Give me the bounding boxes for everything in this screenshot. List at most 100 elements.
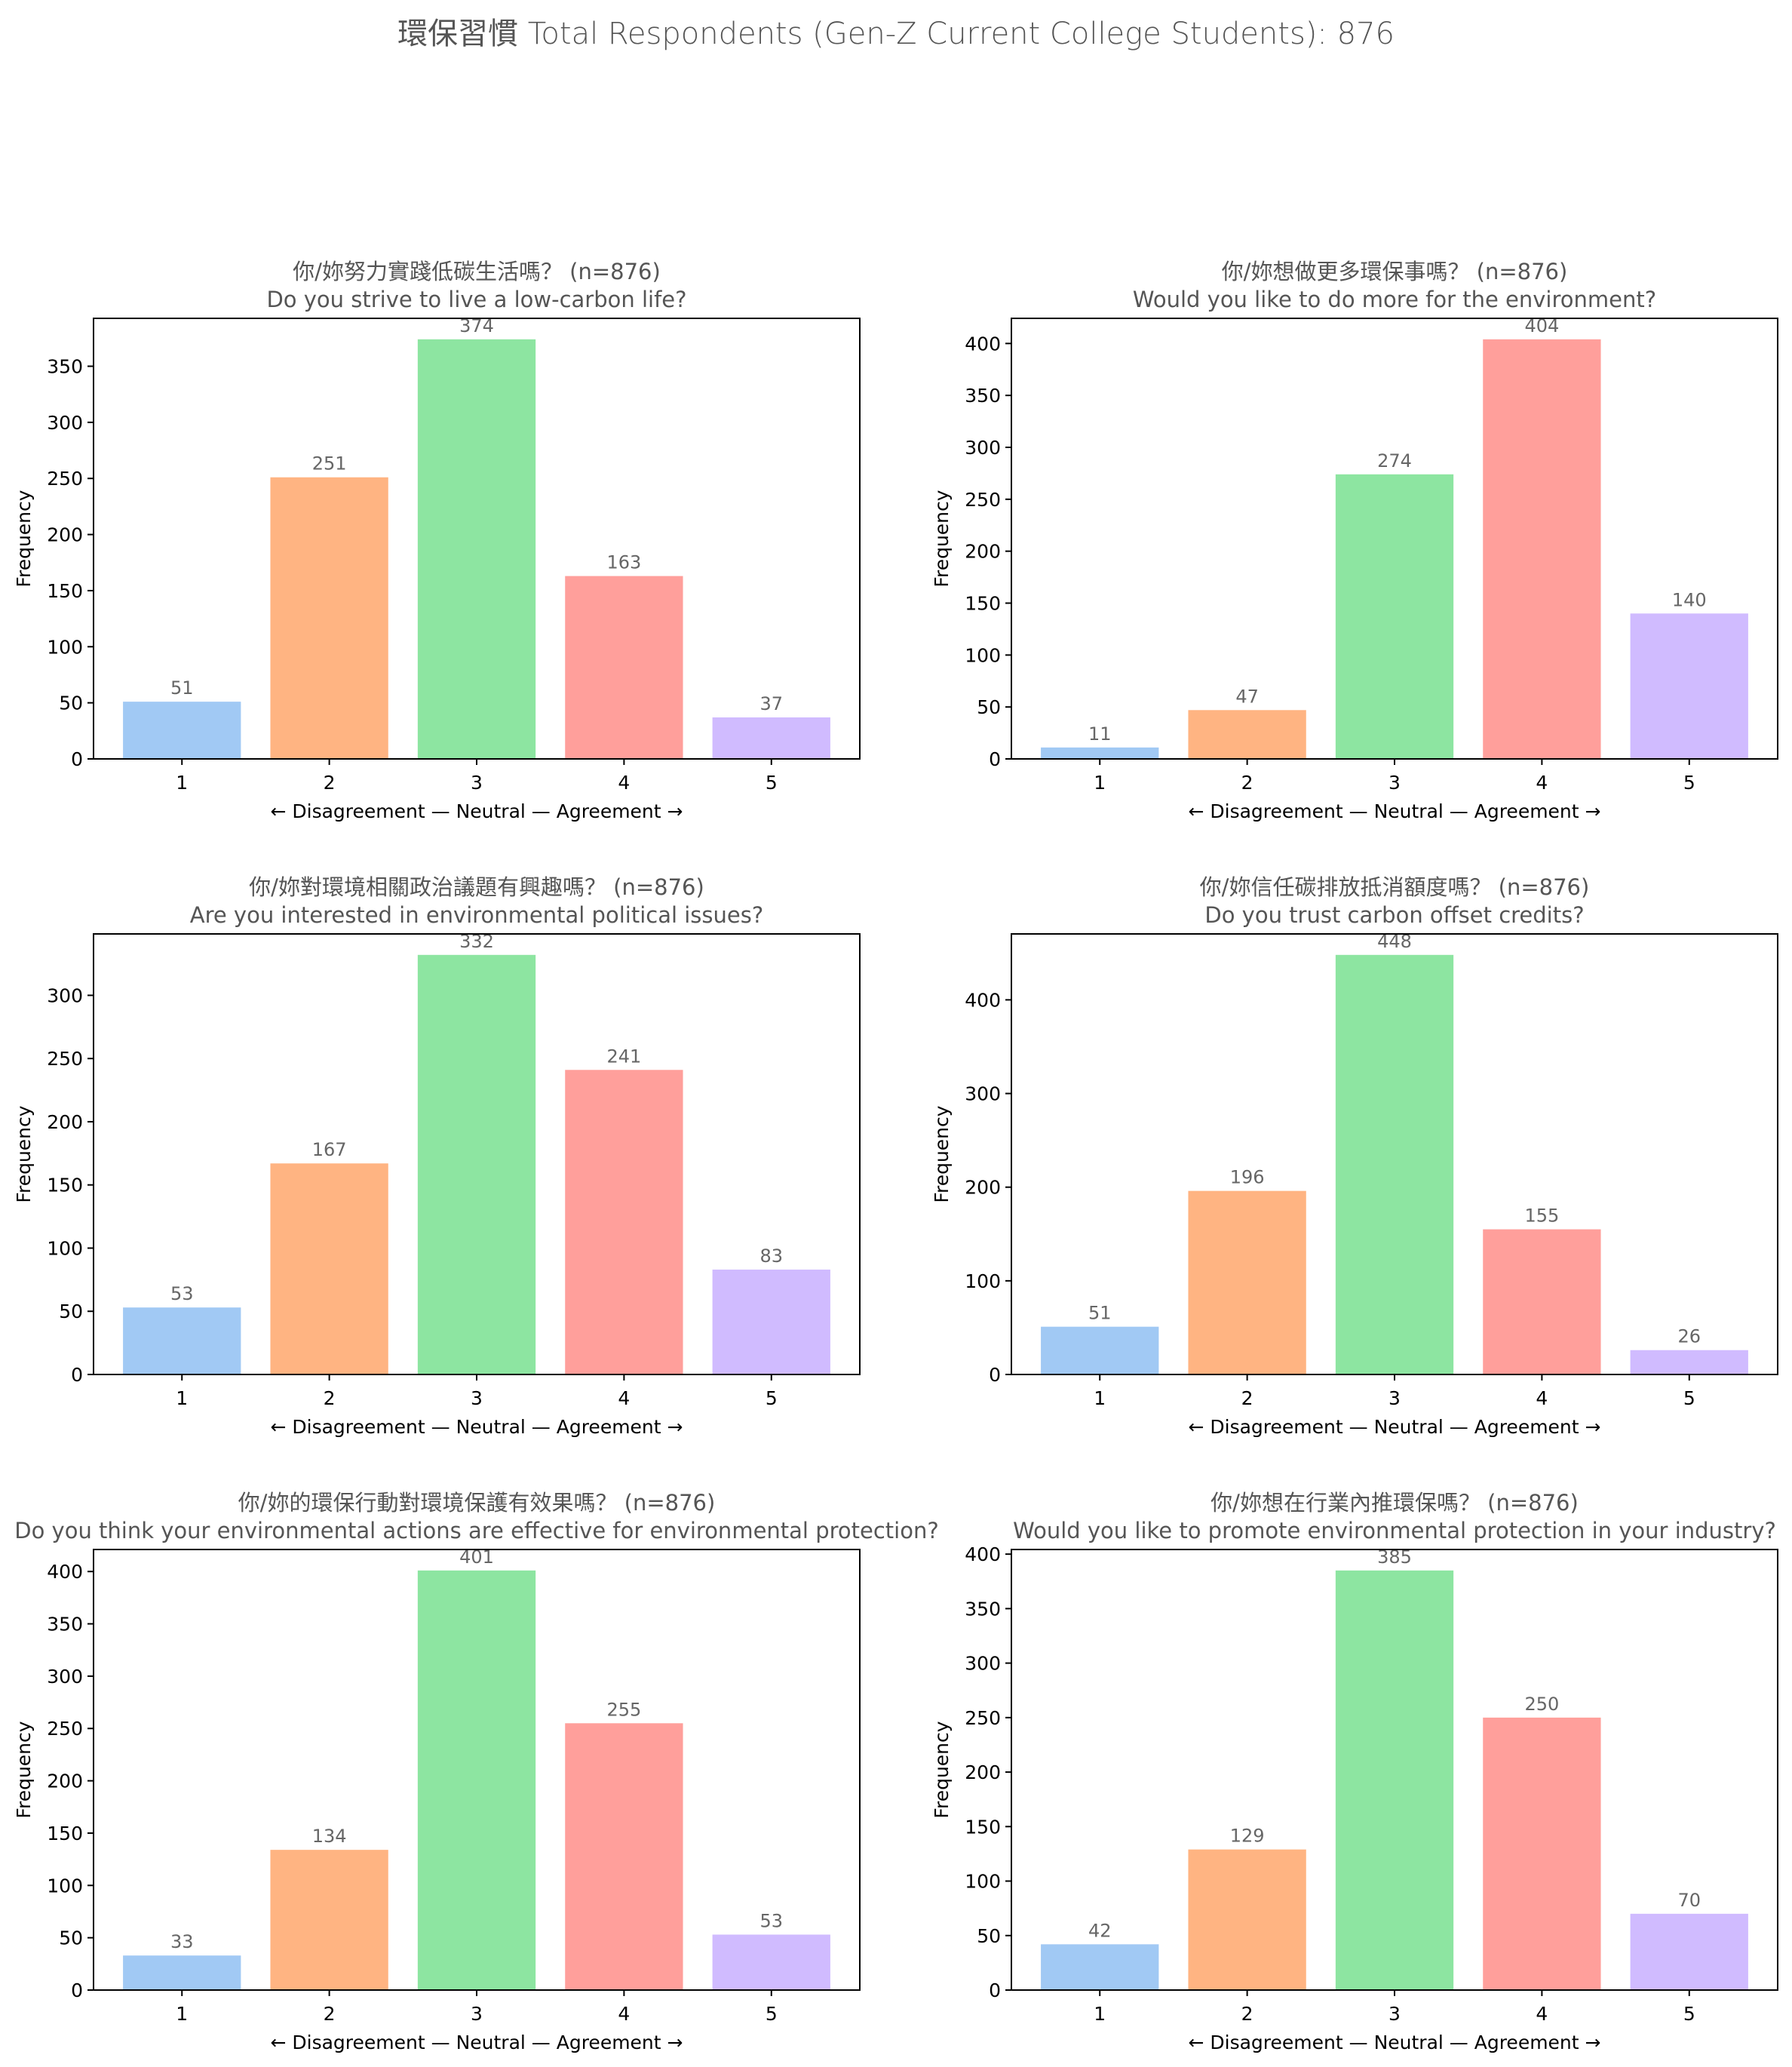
x-tick-label: 1 — [1094, 1387, 1106, 1409]
data-label-5: 70 — [1677, 1890, 1701, 1911]
data-label-2: 251 — [312, 453, 347, 475]
y-axis-label: Frequency — [13, 1105, 35, 1202]
chart-panel-3: 你/妳對環境相關政治議題有興趣嗎？ (n=876)Are you interes… — [13, 874, 861, 1438]
chart-panel-2: 你/妳想做更多環保事嗎？ (n=876) Would you like to do… — [931, 259, 1778, 822]
bar-1 — [1041, 1326, 1159, 1374]
y-tick-label: 300 — [965, 437, 1001, 459]
panel-title-zh: 你/妳想做更多環保事嗎？ (n=876) — [1222, 259, 1568, 284]
y-tick-label: 400 — [965, 1543, 1001, 1565]
panel-title-zh: 你/妳的環保行動對環境保護有效果嗎？ (n=876) — [238, 1490, 716, 1516]
y-axis-label: Frequency — [13, 490, 35, 587]
bar-4 — [1483, 339, 1601, 759]
y-tick-label: 350 — [47, 1614, 83, 1635]
y-tick-label: 300 — [47, 984, 83, 1006]
data-label-4: 163 — [606, 552, 641, 573]
bar-4 — [565, 576, 683, 759]
y-tick-label: 150 — [965, 592, 1001, 614]
y-tick-label: 0 — [71, 1364, 83, 1386]
x-tick-label: 1 — [176, 2003, 188, 2025]
y-tick-label: 350 — [965, 1598, 1001, 1620]
data-label-5: 37 — [759, 693, 783, 714]
bar-3 — [417, 339, 536, 759]
x-tick-label: 4 — [1536, 772, 1548, 794]
x-tick-label: 3 — [471, 1387, 483, 1409]
x-tick-label: 5 — [1683, 1387, 1695, 1409]
x-tick-label: 4 — [618, 772, 630, 794]
x-tick-label: 5 — [766, 2003, 778, 2025]
data-label-3: 274 — [1377, 450, 1412, 471]
figure-title: 環保習慣 Total Respondents (Gen-Z Current Co… — [397, 17, 1395, 51]
bar-4 — [1483, 1717, 1601, 1990]
data-label-5: 140 — [1672, 589, 1707, 610]
panel-title-en: Do you strive to live a low-carbon life? — [266, 287, 686, 312]
data-label-1: 51 — [1088, 1303, 1112, 1324]
bar-5 — [712, 1269, 830, 1374]
y-tick-label: 400 — [47, 1561, 83, 1583]
bar-3 — [417, 954, 536, 1374]
x-axis-label: ← Disagreement — Neutral — Agreement → — [271, 1416, 683, 1438]
data-label-4: 250 — [1524, 1694, 1559, 1715]
bar-5 — [1630, 613, 1748, 759]
data-label-2: 129 — [1230, 1826, 1265, 1847]
bar-5 — [712, 1934, 830, 1990]
y-tick-label: 0 — [989, 1364, 1001, 1386]
y-tick-label: 250 — [965, 1707, 1001, 1729]
x-tick-label: 3 — [1388, 1387, 1401, 1409]
chart-panel-1: 你/妳努力實踐低碳生活嗎？ (n=876) Do you strive to li… — [13, 259, 861, 822]
bar-1 — [1041, 747, 1159, 759]
panel-title-en: Are you interested in environmental poli… — [190, 902, 764, 928]
x-tick-label: 3 — [1388, 772, 1401, 794]
y-tick-label: 350 — [965, 385, 1001, 407]
x-tick-label: 3 — [471, 772, 483, 794]
x-tick-label: 3 — [1388, 2003, 1401, 2025]
y-tick-label: 0 — [989, 748, 1001, 770]
x-tick-label: 2 — [1241, 1387, 1253, 1409]
x-tick-label: 2 — [324, 2003, 336, 2025]
y-tick-label: 400 — [965, 989, 1001, 1011]
data-label-4: 241 — [606, 1046, 641, 1067]
y-axis-label: Frequency — [931, 1105, 953, 1202]
y-tick-label: 300 — [965, 1083, 1001, 1105]
bar-1 — [123, 702, 241, 759]
chart-panel-6: 你/妳想在行業內推環保嗎？ (n=876)Would you like to p… — [931, 1490, 1778, 2053]
x-tick-label: 5 — [766, 1387, 778, 1409]
panel-title-en: Would you like to promote environmental … — [1013, 1518, 1776, 1543]
y-tick-label: 0 — [71, 1979, 83, 2001]
y-tick-label: 100 — [965, 644, 1001, 666]
y-tick-label: 50 — [59, 693, 83, 714]
data-label-4: 255 — [606, 1699, 641, 1720]
y-tick-label: 250 — [47, 1718, 83, 1740]
x-tick-label: 5 — [766, 772, 778, 794]
chart-panel-4: 你/妳信任碳排放抵消額度嗎？ (n=876)Do you trust carbo… — [931, 874, 1778, 1438]
y-tick-label: 50 — [59, 1927, 83, 1949]
bar-1 — [123, 1307, 241, 1374]
x-tick-label: 1 — [1094, 772, 1106, 794]
x-tick-label: 2 — [1241, 2003, 1253, 2025]
y-tick-label: 150 — [47, 1175, 83, 1196]
x-tick-label: 5 — [1683, 2003, 1695, 2025]
panel-title-en: Would you like to do more for the enviro… — [1133, 287, 1656, 312]
y-tick-label: 200 — [965, 541, 1001, 563]
panel-title-zh: 你/妳努力實踐低碳生活嗎？ (n=876) — [293, 259, 661, 284]
bar-2 — [270, 1163, 388, 1374]
y-tick-label: 300 — [47, 412, 83, 434]
data-label-5: 83 — [759, 1245, 783, 1267]
x-axis-label: ← Disagreement — Neutral — Agreement → — [1189, 1416, 1601, 1438]
y-tick-label: 150 — [47, 580, 83, 602]
y-tick-label: 0 — [989, 1979, 1001, 2001]
bar-2 — [270, 1850, 388, 1990]
bar-2 — [1188, 710, 1306, 759]
bar-2 — [270, 477, 388, 759]
data-label-2: 47 — [1235, 686, 1259, 707]
bar-3 — [417, 1570, 536, 1990]
bar-3 — [1335, 474, 1454, 759]
x-tick-label: 5 — [1683, 772, 1695, 794]
y-tick-label: 100 — [965, 1270, 1001, 1292]
y-tick-label: 100 — [965, 1871, 1001, 1893]
x-tick-label: 2 — [324, 772, 336, 794]
y-tick-label: 50 — [977, 696, 1001, 718]
bar-4 — [565, 1723, 683, 1990]
data-label-5: 26 — [1677, 1326, 1701, 1347]
data-label-2: 196 — [1230, 1167, 1265, 1188]
y-tick-label: 300 — [47, 1666, 83, 1688]
